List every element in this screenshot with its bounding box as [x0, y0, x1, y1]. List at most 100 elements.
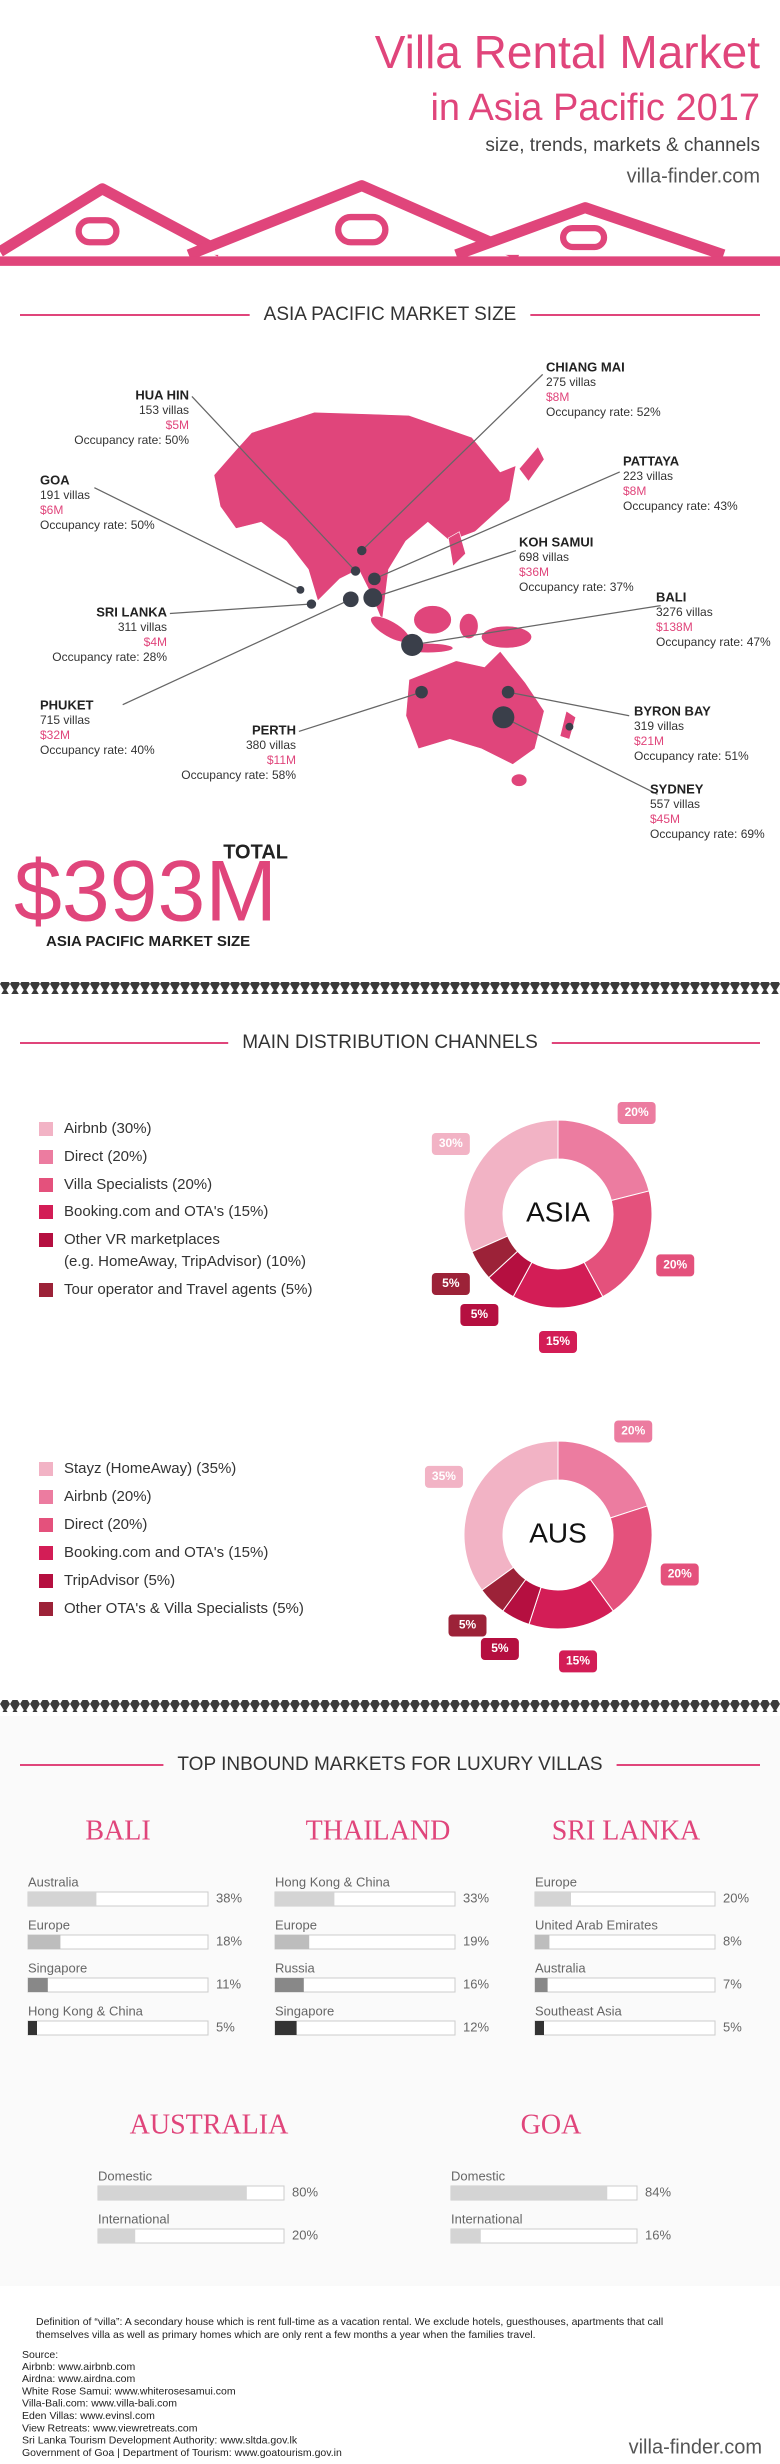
legend-swatch	[39, 1205, 53, 1219]
total-label: TOTAL	[223, 841, 288, 863]
map	[94, 373, 661, 795]
section-heading: MAIN DISTRIBUTION CHANNELS	[242, 1032, 538, 1053]
slice-label-bg	[424, 1465, 463, 1488]
source: Airbnb: www.airbnb.com	[22, 2361, 135, 2373]
bar-track	[27, 1977, 209, 1993]
donut-slice	[471, 1235, 519, 1279]
slice-label: 5%	[442, 1276, 460, 1290]
location-villas: 3276 villas	[656, 605, 713, 619]
slice-label-bg	[656, 1254, 695, 1277]
location-occupancy: Occupancy rate: 37%	[519, 580, 634, 594]
donut-slice	[481, 1566, 527, 1612]
source: View Retreats: www.viewretreats.com	[22, 2422, 198, 2434]
definition: themselves villa as well as primary home…	[36, 2329, 536, 2341]
location-revenue: $8M	[623, 484, 646, 498]
bar	[98, 2186, 247, 2200]
legend-swatch	[39, 1490, 53, 1504]
legend-swatch	[39, 1122, 53, 1136]
location-occupancy: Occupancy rate: 58%	[181, 768, 296, 782]
bar-value: 38%	[216, 1890, 242, 1905]
slice-label-bg	[559, 1650, 598, 1673]
market-name: Europe	[535, 1874, 577, 1889]
slice-label-bg	[431, 1132, 470, 1155]
market-name: Australia	[28, 1874, 79, 1889]
slice-label: 20%	[668, 1567, 692, 1581]
location-villas: 557 villas	[650, 797, 700, 811]
legend-label: Booking.com and OTA's (15%)	[64, 1544, 268, 1561]
location-revenue: $5M	[166, 418, 189, 432]
source: Eden Villas: www.evinsl.com	[22, 2410, 155, 2422]
location-name: BYRON BAY	[634, 703, 711, 718]
bar-track	[27, 2020, 209, 2036]
title: Villa Rental Market	[375, 26, 760, 78]
slice-label: 20%	[621, 1424, 645, 1438]
section-heading: TOP INBOUND MARKETS FOR LUXURY VILLAS	[177, 1754, 602, 1775]
slice-label-bg	[660, 1563, 699, 1586]
market-name: Southeast Asia	[535, 2003, 622, 2018]
location-villas: 319 villas	[634, 719, 684, 733]
roofs	[0, 180, 780, 266]
bar-value: 80%	[292, 2184, 318, 2199]
location-name: PATTAYA	[623, 453, 680, 468]
location-name: CHIANG MAI	[546, 359, 625, 374]
legend-swatch	[39, 1518, 53, 1532]
slice-label-bg	[480, 1638, 519, 1661]
location-villas: 223 villas	[623, 469, 673, 483]
market-name: International	[98, 2211, 170, 2226]
source: Airdna: www.airdna.com	[22, 2373, 135, 2385]
bar	[451, 2229, 481, 2243]
bar	[275, 1978, 304, 1992]
legend-label: Tour operator and Travel agents (5%)	[64, 1281, 312, 1298]
legend-label: Villa Specialists (20%)	[64, 1176, 212, 1193]
donut-slice	[557, 1119, 650, 1202]
donut-slice	[463, 1440, 559, 1591]
market-name: Domestic	[98, 2168, 153, 2183]
legend-label: TripAdvisor (5%)	[64, 1572, 175, 1589]
bar	[98, 2229, 136, 2243]
bar-value: 11%	[216, 1976, 241, 1991]
location-villas: 153 villas	[139, 403, 189, 417]
location-revenue: $45M	[650, 812, 680, 826]
legend-label: Booking.com and OTA's (15%)	[64, 1203, 268, 1220]
bar	[28, 2021, 37, 2035]
legend-swatch	[39, 1574, 53, 1588]
location-name: KOH SAMUI	[519, 534, 593, 549]
bar	[275, 2021, 297, 2035]
slice-label: 35%	[432, 1469, 456, 1483]
legend-label: Direct (20%)	[64, 1516, 147, 1533]
legend-label: Other VR marketplaces	[64, 1231, 220, 1248]
legend-swatch	[39, 1283, 53, 1297]
bar	[28, 1892, 97, 1906]
bar-value: 84%	[645, 2184, 671, 2199]
location-occupancy: Occupancy rate: 47%	[656, 635, 771, 649]
location-occupancy: Occupancy rate: 51%	[634, 749, 749, 763]
market-name: Singapore	[28, 1960, 87, 1975]
brand: villa-finder.com	[629, 2436, 762, 2458]
slice-label: 20%	[663, 1258, 687, 1272]
definition: Definition of “villa”: A secondary house…	[36, 2316, 663, 2328]
slice-label: 5%	[459, 1618, 477, 1632]
location-name: GOA	[40, 472, 70, 487]
country-title: THAILAND	[306, 1815, 451, 1846]
source: Government of Goa | Department of Touris…	[22, 2447, 342, 2459]
donut-center: ASIA	[526, 1196, 590, 1227]
source: Sri Lanka Tourism Development Authority:…	[22, 2435, 298, 2447]
bar-track	[534, 2020, 716, 2036]
bar-value: 18%	[216, 1933, 242, 1948]
legend-swatch	[39, 1602, 53, 1616]
slice-label-bg	[614, 1420, 653, 1443]
legend-swatch	[39, 1546, 53, 1560]
legend-swatch	[39, 1462, 53, 1476]
source-heading: Source:	[22, 2349, 58, 2361]
market-name: Australia	[535, 1960, 586, 1975]
market-name: Europe	[28, 1917, 70, 1932]
legend-swatch	[39, 1178, 53, 1192]
donut-center: AUS	[529, 1517, 587, 1548]
location-revenue: $8M	[546, 390, 569, 404]
location-revenue: $21M	[634, 734, 664, 748]
donut-slice	[557, 1440, 649, 1519]
bar	[28, 1978, 48, 1992]
bar-value: 12%	[463, 2019, 489, 2034]
bar-track	[534, 1977, 716, 1993]
